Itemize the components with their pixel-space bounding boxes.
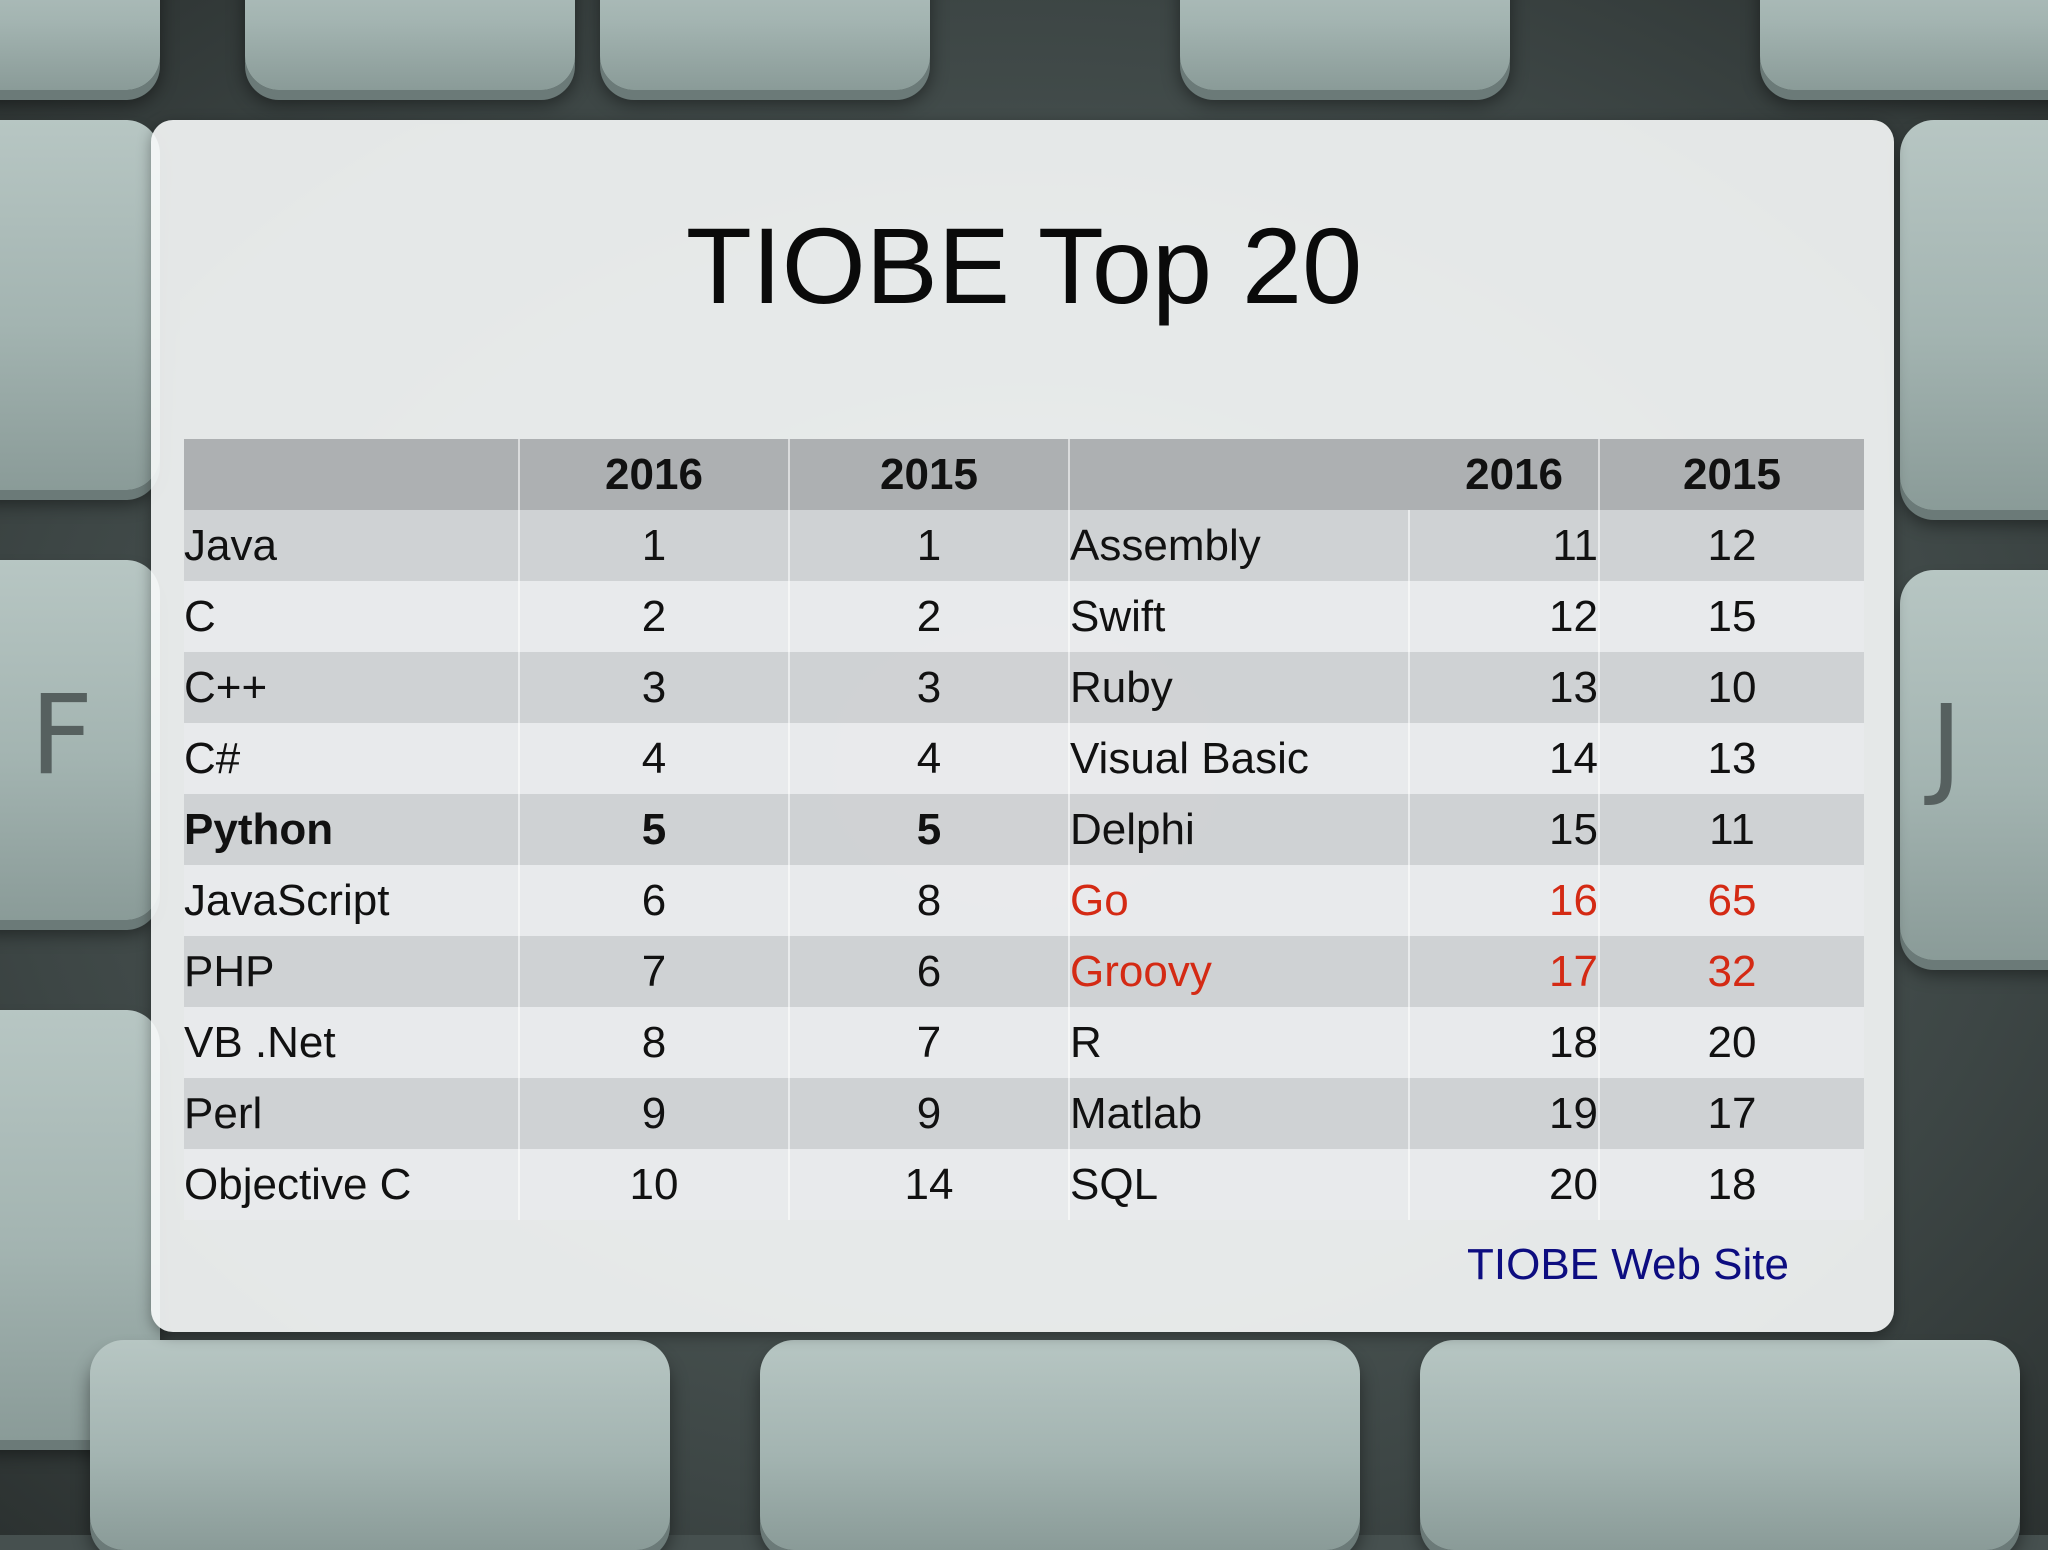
rank-2015-cell: 1 bbox=[789, 510, 1070, 581]
rank-2015-cell: 18 bbox=[1707, 1159, 1757, 1209]
rank-2016-cell: 4 bbox=[519, 723, 790, 794]
rank-2015-cell: 2 bbox=[789, 581, 1070, 652]
keyboard-key bbox=[90, 1340, 670, 1550]
header-language-1 bbox=[184, 439, 520, 510]
rank-2015-cell: 3 bbox=[789, 652, 1070, 723]
rank-2016-cell: 13 bbox=[1409, 652, 1600, 723]
rank-2016-cell: 10 bbox=[519, 1149, 790, 1220]
table-row: VB .Net 8 7 R 18 20 bbox=[184, 1007, 1864, 1078]
rank-2016-cell: 2 bbox=[519, 581, 790, 652]
rank-2016-cell: 9 bbox=[519, 1078, 790, 1149]
table-row-python: Python 5 5 Delphi 15 11 bbox=[184, 794, 1864, 865]
table-row: PHP 7 6 Groovy 17 32 bbox=[184, 936, 1864, 1007]
header-2015-1: 2015 bbox=[789, 439, 1070, 510]
table-row: C# 4 4 Visual Basic 14 13 bbox=[184, 723, 1864, 794]
language-cell: VB .Net bbox=[184, 1007, 520, 1078]
rank-2015-cell: 17 bbox=[1707, 1088, 1757, 1138]
rank-2016-cell: 19 bbox=[1409, 1078, 1600, 1149]
keyboard-key bbox=[1180, 0, 1510, 90]
header-language-2 bbox=[1069, 439, 1409, 510]
rank-2016-cell: 3 bbox=[519, 652, 790, 723]
language-cell: Objective C bbox=[184, 1149, 520, 1220]
table-row: Java 1 1 Assembly 11 12 bbox=[184, 510, 1864, 581]
rank-2015-cell-highlighted: 65 bbox=[1707, 875, 1757, 925]
tiobe-web-site-link[interactable]: TIOBE Web Site bbox=[1467, 1240, 1789, 1289]
language-cell: JavaScript bbox=[184, 865, 520, 936]
language-cell: Matlab bbox=[1069, 1078, 1410, 1149]
language-cell: Swift bbox=[1069, 581, 1410, 652]
table-row: C 2 2 Swift 12 15 bbox=[184, 581, 1864, 652]
keyboard-key bbox=[1760, 0, 2048, 90]
keyboard-key bbox=[1900, 120, 2048, 510]
rank-2016-cell: 1 bbox=[519, 510, 790, 581]
header-2015-2: 2015 bbox=[1683, 449, 1781, 499]
language-cell: R bbox=[1069, 1007, 1410, 1078]
language-cell: Perl bbox=[184, 1078, 520, 1149]
rank-2016-cell: 7 bbox=[519, 936, 790, 1007]
keyboard-key bbox=[1420, 1340, 2020, 1550]
language-cell: Delphi bbox=[1069, 794, 1410, 865]
rank-2015-cell-highlighted: 32 bbox=[1707, 946, 1757, 996]
language-cell: C++ bbox=[184, 652, 520, 723]
rank-2016-cell: 20 bbox=[1409, 1149, 1600, 1220]
language-cell: Ruby bbox=[1069, 652, 1410, 723]
header-2016-1: 2016 bbox=[519, 439, 790, 510]
language-cell: C bbox=[184, 581, 520, 652]
rank-2015-cell: 15 bbox=[1707, 591, 1757, 641]
language-cell-highlighted: Go bbox=[1069, 865, 1410, 936]
rank-2016-cell: 12 bbox=[1409, 581, 1600, 652]
rank-2015-cell: 10 bbox=[1707, 662, 1757, 712]
key-letter-f: F bbox=[30, 671, 94, 799]
table-row: Perl 9 9 Matlab 19 17 bbox=[184, 1078, 1864, 1149]
language-cell-python: Python bbox=[184, 794, 520, 865]
keyboard-key bbox=[1900, 570, 2048, 960]
language-cell-highlighted: Groovy bbox=[1069, 936, 1410, 1007]
rank-2015-cell: 6 bbox=[789, 936, 1070, 1007]
rank-2015-cell: 5 bbox=[789, 794, 1070, 865]
keyboard-key bbox=[600, 0, 930, 90]
rank-2015-cell: 4 bbox=[789, 723, 1070, 794]
language-cell: Java bbox=[184, 510, 520, 581]
keyboard-key bbox=[0, 0, 160, 90]
rank-2015-cell: 14 bbox=[789, 1149, 1070, 1220]
rank-2015-cell: 9 bbox=[789, 1078, 1070, 1149]
rank-2016-cell: 8 bbox=[519, 1007, 790, 1078]
rank-2015-cell: 8 bbox=[789, 865, 1070, 936]
table-row: Objective C 10 14 SQL 20 18 bbox=[184, 1149, 1864, 1220]
table-header-row: 2016 2015 2016 2015 bbox=[184, 439, 1864, 510]
language-cell: SQL bbox=[1069, 1149, 1410, 1220]
rank-2016-cell-highlighted: 17 bbox=[1409, 936, 1600, 1007]
language-cell: Assembly bbox=[1069, 510, 1410, 581]
rank-2015-cell: 7 bbox=[789, 1007, 1070, 1078]
language-cell: C# bbox=[184, 723, 520, 794]
rank-2016-cell: 18 bbox=[1409, 1007, 1600, 1078]
rank-2016-cell: 11 bbox=[1409, 510, 1600, 581]
rank-2015-cell: 12 bbox=[1707, 520, 1757, 570]
keyboard-key bbox=[0, 560, 160, 920]
language-cell: PHP bbox=[184, 936, 520, 1007]
rank-2016-cell: 6 bbox=[519, 865, 790, 936]
rank-2015-cell: 20 bbox=[1707, 1017, 1757, 1067]
table-row: JavaScript 6 8 Go 16 65 bbox=[184, 865, 1864, 936]
keyboard-key bbox=[760, 1340, 1360, 1550]
header-2016-2: 2016 bbox=[1409, 439, 1600, 510]
rank-2016-cell: 5 bbox=[519, 794, 790, 865]
keyboard-key bbox=[0, 120, 160, 490]
tiobe-table: 2016 2015 2016 2015 Java 1 1 Assembly 11… bbox=[184, 439, 1864, 1220]
rank-2015-cell: 11 bbox=[1709, 804, 1755, 854]
language-cell: Visual Basic bbox=[1069, 723, 1410, 794]
rank-2015-cell: 13 bbox=[1707, 733, 1757, 783]
keyboard-key bbox=[245, 0, 575, 90]
rank-2016-cell-highlighted: 16 bbox=[1409, 865, 1600, 936]
key-letter-j: J bbox=[1930, 681, 1963, 809]
rank-2016-cell: 15 bbox=[1409, 794, 1600, 865]
table-row: C++ 3 3 Ruby 13 10 bbox=[184, 652, 1864, 723]
rank-2016-cell: 14 bbox=[1409, 723, 1600, 794]
slide-title: TIOBE Top 20 bbox=[685, 205, 1363, 326]
